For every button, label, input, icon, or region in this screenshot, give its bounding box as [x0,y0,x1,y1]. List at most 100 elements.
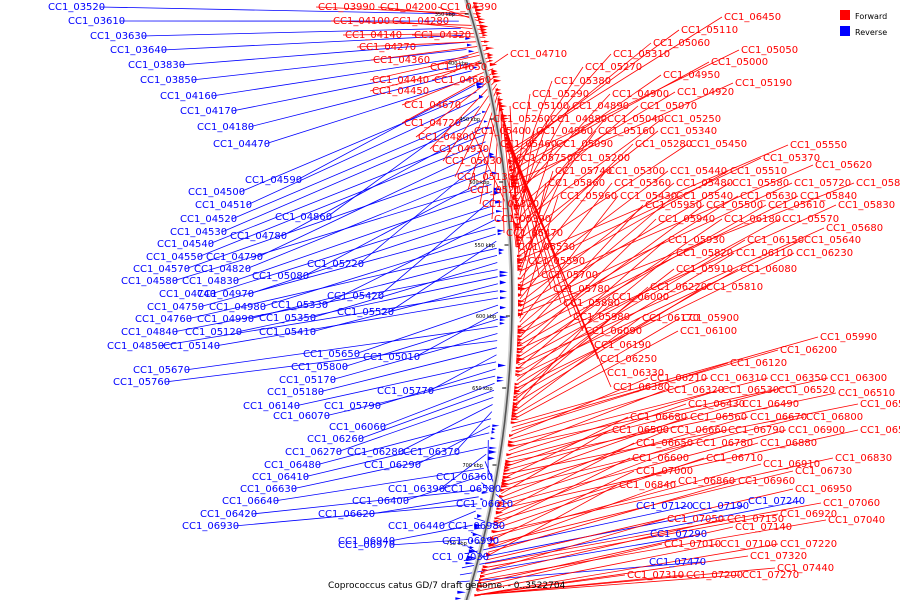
reverse-gene-arrow [496,219,503,222]
leader-line [414,311,499,358]
leader-line [369,60,492,92]
forward-gene-arrow [474,594,482,597]
scale-tick-label: 700 kbp [462,463,482,469]
forward-gene-arrow [489,62,498,67]
reverse-gene-label: CC1_06390 [388,484,445,495]
leader-line [291,446,488,490]
leader-line [281,127,484,237]
forward-gene-arrow [486,552,492,557]
forward-gene-arrow [517,334,523,338]
forward-gene-arrow [502,478,508,483]
reverse-gene-arrow [483,120,488,123]
leader-line [516,118,606,221]
leader-line [197,141,486,258]
forward-gene-label: CC1_06530 [722,385,779,396]
forward-gene-arrow [517,286,527,291]
forward-gene-arrow [487,53,494,57]
leader-line [515,252,795,389]
forward-gene-label: CC1_06590 [860,399,900,410]
forward-gene-arrow [513,395,519,399]
reverse-gene-arrow [499,274,508,278]
forward-gene-arrow [480,27,487,32]
forward-gene-label: CC1_06100 [680,326,737,337]
forward-gene-label: CC1_07050 [667,514,724,525]
leader-line [389,524,473,542]
forward-gene-arrow [485,46,495,50]
forward-gene-label: CC1_05530 [518,242,575,253]
forward-gene-label: CC1_05290 [532,89,589,100]
forward-gene-arrow [503,469,510,473]
leader-line [264,77,474,145]
leader-line [519,182,675,303]
reverse-gene-arrow [499,318,506,322]
leader-line [519,195,559,319]
genome-backbone-ring [463,0,515,600]
reverse-gene-label: CC1_06980 [448,521,505,532]
forward-gene-arrow [517,299,525,303]
leader-line [214,297,499,347]
leader-line [296,84,476,181]
leader-line [427,48,489,68]
reverse-gene-arrow [491,430,495,434]
forward-gene-arrow [514,386,520,390]
forward-gene-label: CC1_04270 [359,42,416,53]
forward-gene-arrow [517,277,523,280]
leader-line [239,91,477,193]
leader-line [517,130,597,237]
leader-line [504,403,859,475]
leader-line [518,143,555,249]
forward-gene-label: CC1_07200 [686,570,743,581]
forward-gene-arrow [504,133,509,137]
leader-line [512,330,679,420]
reverse-gene-label: CC1_06260 [307,434,364,445]
leader-line [401,72,495,124]
reverse-gene-label: CC1_05800 [291,362,348,373]
leader-line [509,377,829,448]
reverse-gene-arrow [499,322,505,325]
forward-gene-arrow [493,520,500,524]
forward-gene-arrow [509,434,514,438]
leader-line [257,148,487,258]
legend-forward-label: Forward [855,12,887,21]
leader-line [518,218,723,358]
scale-tick-label: 600 kbp [476,314,496,320]
leader-line [186,247,497,320]
reverse-gene-arrow [477,514,482,518]
forward-gene-label: CC1_06900 [788,425,845,436]
leader-line [245,169,490,270]
forward-gene-label: CC1_05430 [620,191,677,202]
forward-gene-arrow [498,101,503,106]
leader-line [499,429,727,502]
forward-gene-label: CC1_05720 [794,178,851,189]
reverse-gene-label: CC1_04570 [133,264,190,275]
forward-gene-label: CC1_05510 [730,166,787,177]
forward-gene-arrow [506,146,513,150]
forward-gene-label: CC1_06830 [835,453,892,464]
reverse-gene-arrow [488,450,497,455]
scale-tick-label: 450 kbp [460,117,480,123]
forward-gene-label: CC1_06220 [650,282,707,293]
forward-gene-arrow [517,283,524,287]
forward-gene-arrow [480,571,486,575]
leader-line [519,195,739,331]
forward-gene-arrow [478,21,486,24]
forward-gene-arrow [515,370,523,373]
reverse-gene-label: CC1_06970 [338,540,395,551]
scale-tick-label: 750 kbp [446,541,466,547]
reverse-gene-label: CC1_04160 [160,91,217,102]
leader-line [519,182,547,295]
forward-gene-label: CC1_05610 [768,200,825,211]
reverse-gene-label: CC1_04830 [182,276,239,287]
forward-gene-label: CC1_06510 [838,388,895,399]
reverse-gene-label: CC1_06290 [364,460,421,471]
forward-gene-label: CC1_06680 [630,412,687,423]
reverse-gene-label: CC1_06630 [240,484,297,495]
leader-line [517,239,746,374]
reverse-gene-label: CC1_07190 [692,501,749,512]
forward-gene-label: CC1_05160 [598,126,655,137]
forward-gene-arrow [517,344,524,347]
reverse-gene-arrow [499,270,509,274]
forward-gene-label: CC1_05590 [528,256,585,267]
reverse-gene-arrow [482,110,487,114]
leader-line [476,567,776,596]
